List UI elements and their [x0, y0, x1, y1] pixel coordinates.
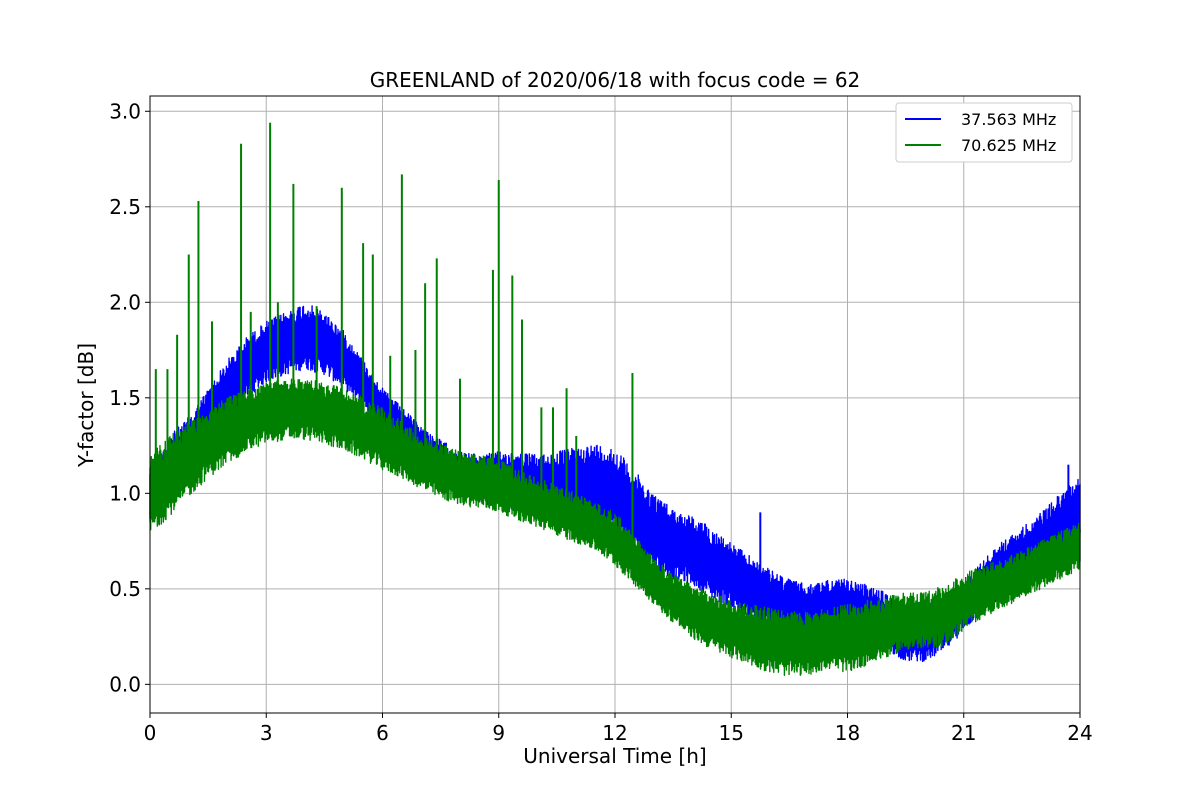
- x-tick-label: 12: [602, 721, 627, 745]
- legend: 37.563 MHz 70.625 MHz: [895, 102, 1073, 163]
- x-tick-label: 6: [376, 721, 389, 745]
- x-tick-label: 21: [951, 721, 976, 745]
- x-tick-label: 24: [1067, 721, 1092, 745]
- x-axis: 0 3 6 9 12 15 18 21 24: [144, 713, 1093, 745]
- x-tick-label: 3: [260, 721, 273, 745]
- x-tick-label: 0: [144, 721, 157, 745]
- series-spikes: [154, 122, 1070, 595]
- legend-label-37563: 37.563 MHz: [961, 110, 1056, 129]
- y-tick-label: 2.0: [109, 290, 141, 314]
- y-tick-label: 1.5: [109, 386, 141, 410]
- y-axis-label: Y-factor [dB]: [74, 343, 98, 468]
- y-tick-label: 1.0: [109, 481, 141, 505]
- chart-title: GREENLAND of 2020/06/18 with focus code …: [370, 68, 861, 92]
- x-axis-label: Universal Time [h]: [523, 744, 706, 768]
- y-axis: 0.0 0.5 1.0 1.5 2.0 2.5 3.0: [109, 99, 150, 696]
- y-tick-label: 0.5: [109, 577, 141, 601]
- y-tick-label: 0.0: [109, 672, 141, 696]
- legend-box: [895, 102, 1073, 163]
- series-line-70625: [149, 378, 1081, 677]
- y-tick-label: 3.0: [109, 99, 141, 123]
- x-tick-label: 9: [492, 721, 505, 745]
- x-tick-label: 18: [835, 721, 860, 745]
- legend-label-70625: 70.625 MHz: [961, 136, 1056, 155]
- series-bands: [149, 305, 1081, 677]
- x-tick-label: 15: [719, 721, 744, 745]
- y-tick-label: 2.5: [109, 195, 141, 219]
